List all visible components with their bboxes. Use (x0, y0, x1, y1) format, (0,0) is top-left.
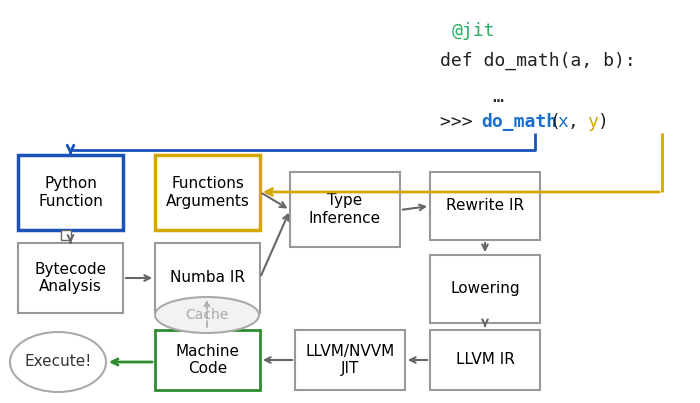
Text: Numba IR: Numba IR (170, 270, 245, 285)
Bar (18, 155, 123, 230)
Text: Cache: Cache (186, 308, 229, 322)
Text: Functions
Arguments: Functions Arguments (166, 176, 249, 209)
Bar (155, 155, 260, 230)
Bar (430, 172, 540, 240)
Text: LLVM/NVVM
JIT: LLVM/NVVM JIT (305, 344, 395, 376)
Text: Machine
Code: Machine Code (176, 344, 239, 376)
Text: x: x (557, 113, 568, 131)
Text: LLVM IR: LLVM IR (456, 353, 514, 368)
Text: @jit: @jit (452, 22, 496, 40)
Text: Execute!: Execute! (25, 355, 92, 370)
Bar (155, 243, 260, 313)
Bar (430, 255, 540, 323)
Text: Rewrite IR: Rewrite IR (446, 199, 524, 214)
Text: >>>: >>> (440, 113, 484, 131)
Text: ): ) (598, 113, 609, 131)
Bar (18, 243, 123, 313)
Text: Python
Function: Python Function (38, 176, 103, 209)
Text: ,: , (568, 113, 589, 131)
Text: def do_math(a, b):: def do_math(a, b): (440, 52, 636, 70)
Text: y: y (587, 113, 598, 131)
Bar (155, 330, 260, 390)
Text: (: ( (549, 113, 560, 131)
Ellipse shape (155, 297, 259, 333)
Text: Lowering: Lowering (450, 282, 520, 297)
Bar (61, 230, 71, 240)
Text: …: … (492, 88, 503, 106)
Bar (290, 172, 400, 247)
Ellipse shape (10, 332, 106, 392)
Text: Bytecode
Analysis: Bytecode Analysis (34, 262, 106, 294)
Bar (430, 330, 540, 390)
Bar (295, 330, 405, 390)
Text: do_math: do_math (481, 113, 557, 131)
Text: Type
Inference: Type Inference (309, 193, 381, 226)
